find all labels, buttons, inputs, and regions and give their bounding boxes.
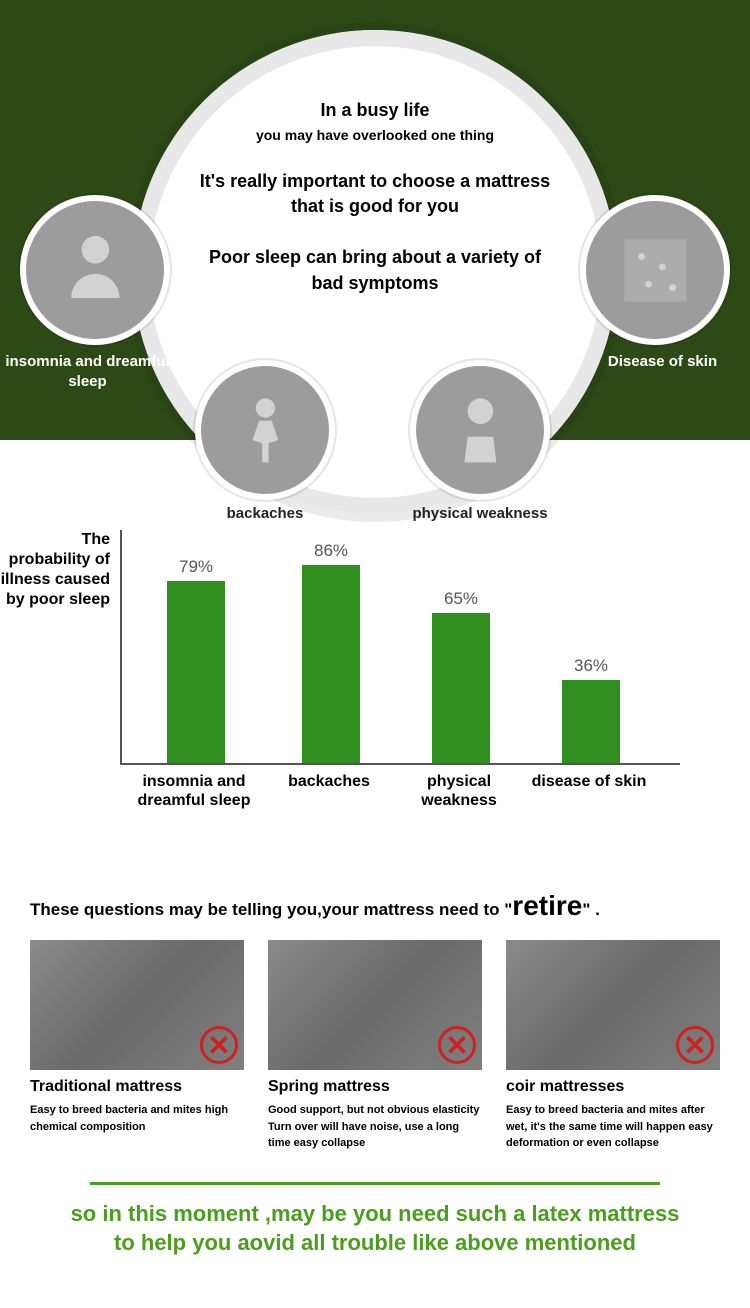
weakness-icon [442, 392, 519, 469]
symptom-skin-icon [580, 195, 730, 345]
hero-line3: It's really important to choose a mattre… [193, 169, 557, 219]
retire-card-desc: Easy to breed bacteria and mites after w… [506, 1102, 720, 1152]
retire-heading-pre: These questions may be telling you,your … [30, 900, 512, 919]
retire-card-desc: Good support, but not obvious elasticity… [268, 1102, 482, 1152]
cross-out-icon: ✕ [200, 1026, 238, 1064]
cross-out-icon: ✕ [438, 1026, 476, 1064]
retire-heading-big: retire [512, 890, 582, 921]
chart-x-label: backaches [260, 772, 398, 791]
cross-out-icon: ✕ [676, 1026, 714, 1064]
chart-bar [432, 613, 490, 763]
retire-card: ✕ Spring mattress Good support, but not ob… [268, 940, 482, 1152]
retire-card-thumb: ✕ [268, 940, 482, 1070]
chart-bar-value: 86% [281, 541, 381, 561]
retire-card-desc: Easy to breed bacteria and mites high ch… [30, 1102, 244, 1135]
retire-card-thumb: ✕ [30, 940, 244, 1070]
probability-chart: The probability of illness caused by poo… [0, 510, 750, 850]
chart-bar [302, 565, 360, 763]
chart-x-label: physical weakness [390, 772, 528, 810]
retire-heading: These questions may be telling you,your … [30, 890, 720, 922]
chart-bar-value: 36% [541, 656, 641, 676]
retire-card-title: Traditional mattress [30, 1078, 244, 1096]
hero-line2: you may have overlooked one thing [193, 127, 557, 143]
chart-bar-value: 65% [411, 589, 511, 609]
retire-card-title: coir mattresses [506, 1078, 720, 1096]
chart-bar [562, 680, 620, 763]
closing-text: so in this moment ,may be you need such … [0, 1185, 750, 1308]
back-pain-icon [227, 392, 304, 469]
symptom-backaches-icon [195, 360, 335, 500]
hero-line4: Poor sleep can bring about a variety of … [193, 245, 557, 295]
retire-card-title: Spring mattress [268, 1078, 482, 1096]
person-tired-icon [54, 229, 137, 312]
skin-icon [614, 229, 697, 312]
chart-x-label: disease of skin [520, 772, 658, 791]
chart-x-label: insomnia and dreamful sleep [125, 772, 263, 810]
symptom-insomnia-label: insomnia and dreamful sleep [0, 352, 175, 391]
retire-cards-row: ✕ Traditional mattress Easy to breed bacte… [30, 940, 720, 1152]
symptom-skin-label: Disease of skin [575, 352, 750, 372]
hero-line1: In a busy life [193, 100, 557, 121]
symptom-weakness-icon [410, 360, 550, 500]
hero-section: In a busy life you may have overlooked o… [0, 0, 750, 510]
symptom-insomnia-icon [20, 195, 170, 345]
retire-card: ✕ coir mattresses Easy to breed bacteria a… [506, 940, 720, 1152]
chart-ylabel: The probability of illness caused by poo… [0, 530, 110, 610]
retire-section: These questions may be telling you,your … [0, 850, 750, 1152]
retire-card-thumb: ✕ [506, 940, 720, 1070]
retire-card: ✕ Traditional mattress Easy to breed bacte… [30, 940, 244, 1152]
chart-plot-area: 79% 86% 65% 36% [120, 530, 680, 765]
chart-bar [167, 581, 225, 763]
chart-bar-value: 79% [146, 557, 246, 577]
retire-heading-post: " . [582, 900, 600, 919]
